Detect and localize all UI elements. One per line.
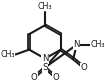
Text: S: S: [42, 63, 48, 72]
Text: CH₃: CH₃: [90, 40, 105, 49]
Text: O: O: [52, 73, 59, 82]
Text: CH₃: CH₃: [38, 2, 52, 11]
Text: CH₃: CH₃: [0, 50, 15, 59]
Text: N: N: [42, 54, 48, 63]
Text: O: O: [81, 63, 88, 72]
Text: O: O: [31, 73, 38, 82]
Text: N: N: [73, 40, 80, 49]
